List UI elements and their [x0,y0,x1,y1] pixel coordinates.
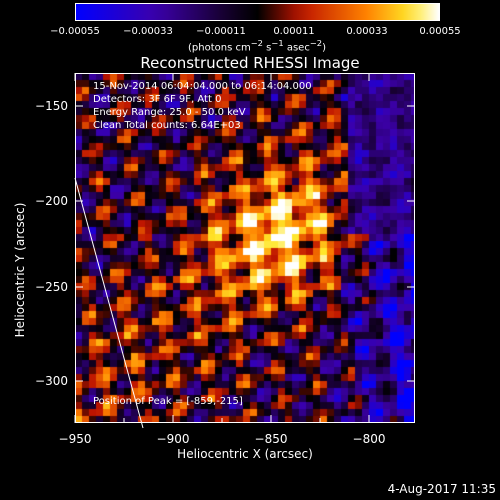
time-range: 15-Nov-2014 06:04:04.000 to 06:14:04.000 [93,81,312,92]
colorbar-tick-label: −0.00033 [123,26,173,37]
colorbar-units: (photons cm−2 s−1 asec−2) [187,38,327,54]
colorbar-tick-label: 0.00011 [273,26,315,37]
y-tick-label: −150 [35,99,68,113]
image-title: Reconstructed RHESSI Image [140,54,360,72]
axis-ticks [74,73,415,423]
colorbar [75,3,440,21]
plot-border [75,73,415,423]
plot-frame [74,73,415,429]
colorbar-tick-label: 0.00055 [419,26,461,37]
y-tick-label: −250 [35,280,68,294]
y-axis-label: Heliocentric Y (arcsec) [13,202,27,338]
clean-counts: Clean Total counts: 6.64E+03 [93,120,241,131]
x-tick-label: −900 [156,432,190,446]
colorbar-tick-label: 0.00033 [346,26,388,37]
y-tick-label: −200 [35,194,68,208]
colorbar-tick-label: −0.00011 [196,26,246,37]
detectors-info: Detectors: 3F 6F 9F, Att 0 [93,94,222,105]
x-axis-label: Heliocentric X (arcsec) [177,447,313,461]
x-tick-label: −950 [58,432,92,446]
rhessi-image-plot [74,73,415,429]
datestamp: 4-Aug-2017 11:35 [387,482,496,496]
x-tick-label: −800 [352,432,386,446]
energy-range: Energy Range: 25.0 - 50.0 keV [93,107,246,118]
x-tick-label: −850 [254,432,288,446]
colorbar-tick-label: −0.00055 [50,26,100,37]
peak-position: Position of Peak = [-859,-215] [93,396,243,407]
y-tick-label: −300 [35,374,68,388]
rhessi-heatmap [75,73,415,423]
solar-limb-line [74,177,144,429]
